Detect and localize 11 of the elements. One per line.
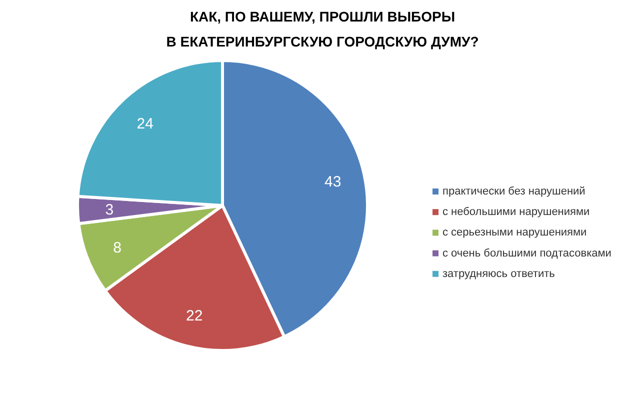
data-label: 8 (113, 240, 122, 257)
data-label: 43 (324, 173, 342, 190)
legend-label: с серьезными нарушениями (442, 226, 587, 239)
data-label: 24 (136, 116, 154, 133)
legend-label: практически без нарушений (442, 186, 586, 198)
legend-label: затрудняюсь ответить (442, 268, 556, 280)
data-label: 3 (105, 202, 114, 219)
data-label: 22 (186, 308, 203, 325)
legend-label: с очень большими подтасовками (442, 247, 612, 260)
chart-title: КАК, ПО ВАШЕМУ, ПРОШЛИ ВЫБОРЫ В ЕКАТЕРИНБУРГСКУЮ ГОРОДСКУЮ ДУМУ? (166, 8, 479, 50)
legend-label: с небольшими нарушениями (442, 206, 590, 218)
